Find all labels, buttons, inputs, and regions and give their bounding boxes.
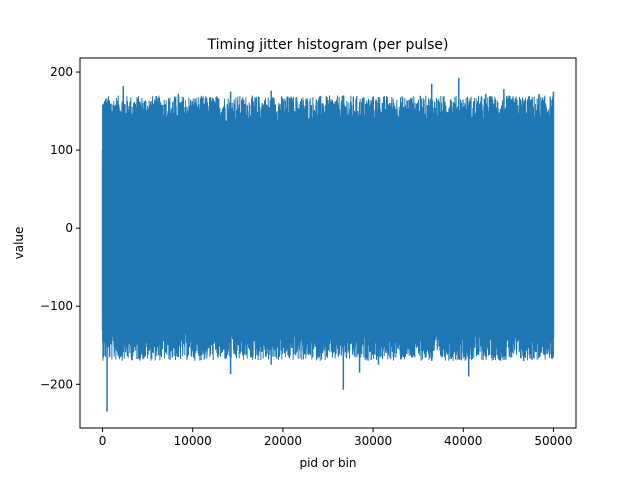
y-axis: −200 −100 0 100 200 xyxy=(40,65,80,391)
x-tick-label: 40000 xyxy=(444,434,482,448)
y-tick-label: 0 xyxy=(65,221,73,235)
y-axis-label: value xyxy=(12,227,26,260)
y-tick-label: 200 xyxy=(50,65,73,79)
x-tick-label: 10000 xyxy=(174,434,212,448)
x-tick-label: 50000 xyxy=(534,434,572,448)
x-axis: 0 10000 20000 30000 40000 50000 xyxy=(99,428,573,448)
x-tick-label: 0 xyxy=(99,434,107,448)
axes-frame xyxy=(79,57,577,429)
y-tick-label: 100 xyxy=(50,143,73,157)
x-axis-label: pid or bin xyxy=(299,456,356,470)
chart-title: Timing jitter histogram (per pulse) xyxy=(207,37,449,53)
series-layer xyxy=(101,78,555,412)
x-tick-label: 30000 xyxy=(354,434,392,448)
x-tick-label: 20000 xyxy=(264,434,302,448)
y-tick-label: −100 xyxy=(40,299,73,313)
y-tick-label: −200 xyxy=(40,377,73,391)
